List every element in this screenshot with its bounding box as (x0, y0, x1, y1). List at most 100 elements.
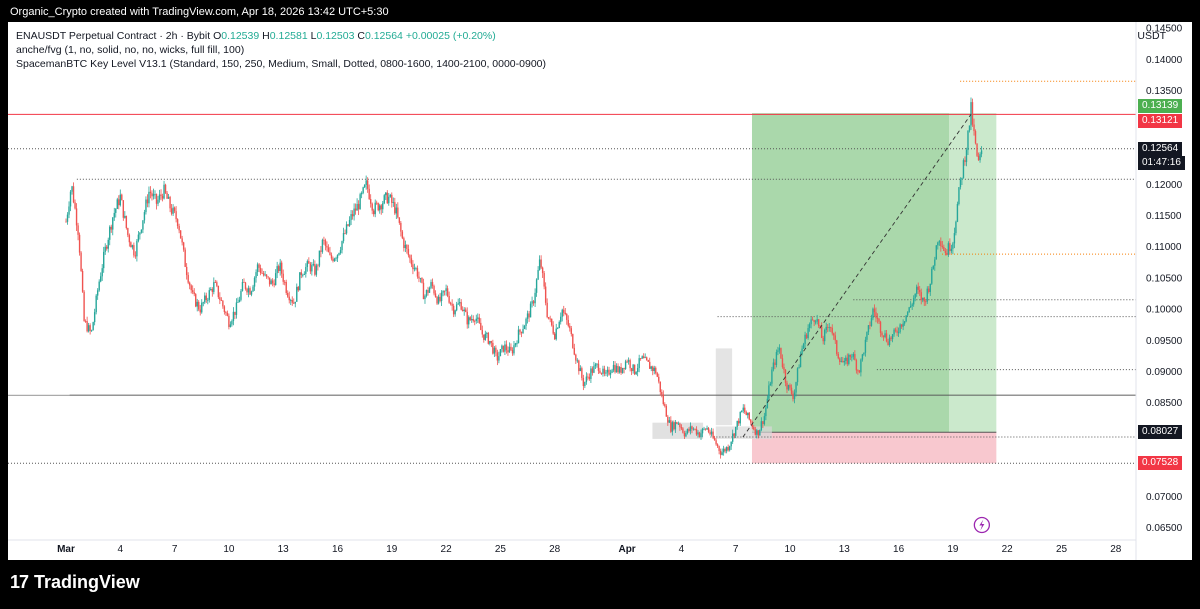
candle-body (914, 293, 916, 299)
candle-body (342, 233, 345, 242)
tradingview-brand: TradingView (34, 572, 140, 592)
candle-body (380, 205, 382, 210)
candle-body (208, 290, 210, 300)
candle-body (588, 376, 591, 379)
candle-body (596, 363, 598, 365)
symbol-legend[interactable]: ENAUSDT Perpetual Contract · 2h · Bybit … (16, 30, 496, 42)
candle-body (205, 295, 207, 301)
candle-body (552, 325, 554, 334)
candle-body (897, 332, 900, 334)
chart-panel[interactable]: 0.145000.140000.135000.130000.125000.120… (8, 22, 1192, 560)
candle-body (400, 222, 402, 232)
candle-body (371, 203, 373, 211)
candle-body (661, 392, 663, 395)
candle-body (107, 239, 109, 249)
indicator-legend-keylevels[interactable]: SpacemanBTC Key Level V13.1 (Standard, 1… (16, 58, 546, 70)
candle-body (934, 259, 936, 266)
candle-body (154, 193, 156, 195)
price-tick-label: 0.09500 (1146, 336, 1183, 347)
candle-body (547, 317, 550, 319)
trend-line (742, 114, 972, 438)
candle-body (128, 235, 131, 243)
candle-body (540, 259, 542, 268)
candle-body (890, 337, 892, 340)
indicator-legend-fvg[interactable]: anche/fvg (1, no, solid, no, no, wicks, … (16, 44, 245, 56)
price-tick-label: 0.14000 (1146, 55, 1183, 66)
candle-body (849, 354, 852, 357)
candle-body (872, 308, 874, 319)
candle-body (96, 290, 99, 296)
candle-body (320, 250, 322, 252)
candle-body (297, 286, 299, 291)
candle-body (484, 333, 487, 340)
tradingview-logo[interactable]: 17 TradingView (10, 572, 140, 593)
candle-body (300, 272, 302, 275)
candle-body (169, 196, 171, 209)
price-tick-label: 0.11000 (1146, 242, 1182, 253)
candle-body (155, 193, 158, 204)
candle-body (356, 203, 358, 211)
candle-body (925, 301, 927, 303)
candle-body (241, 282, 244, 291)
candle-body (238, 299, 241, 303)
candle-body (522, 329, 524, 334)
candle-body (99, 276, 102, 282)
candlestick-chart[interactable]: 0.145000.140000.135000.130000.125000.120… (8, 22, 1192, 560)
candle-body (213, 282, 215, 292)
candle-body (192, 290, 194, 293)
candle-body (454, 310, 456, 315)
candle-body (941, 246, 944, 247)
candle-body (279, 262, 281, 271)
candle-body (787, 384, 790, 390)
candle-body (724, 448, 726, 452)
candle-body (876, 317, 879, 319)
candle-body (831, 327, 833, 334)
candle-body (122, 200, 125, 218)
candle-body (457, 303, 459, 305)
candle-body (274, 273, 277, 286)
low-value: 0.12503 (316, 30, 355, 42)
candle-body (609, 372, 612, 375)
candle-body (451, 303, 453, 306)
candle-body (392, 202, 395, 203)
candle-body (659, 381, 661, 393)
candle-body (134, 255, 137, 257)
candle-body (333, 258, 336, 262)
candle-body (312, 263, 315, 266)
candle-body (600, 373, 603, 374)
lightning-icon-ring (973, 516, 991, 534)
candle-body (736, 420, 738, 427)
candle-body (499, 349, 502, 357)
time-tick-label: Mar (57, 544, 75, 555)
low-key: L (310, 30, 317, 42)
time-tick-label: 13 (839, 544, 851, 555)
candle-body (935, 245, 938, 260)
candle-body (709, 431, 711, 435)
candle-body (176, 219, 179, 226)
candle-body (584, 382, 586, 386)
candle-body (252, 286, 254, 292)
candle-body (816, 319, 818, 322)
currency-label[interactable]: USDT (1137, 30, 1166, 42)
candle-body (857, 370, 859, 372)
candle-body (505, 344, 508, 351)
candle-body (309, 263, 312, 272)
time-tick-label: 16 (893, 544, 905, 555)
candle-body (608, 369, 610, 375)
candle-body (75, 208, 78, 226)
price-tick-label: 0.10500 (1146, 273, 1183, 284)
candle-body (475, 318, 477, 321)
candle-body (228, 315, 230, 328)
candle-body (881, 332, 883, 336)
candle-body (424, 295, 426, 300)
candle-body (814, 321, 817, 323)
candle-body (513, 345, 515, 354)
candle-body (80, 252, 82, 271)
candle-body (507, 350, 509, 353)
time-tick-label: 4 (118, 544, 124, 555)
candle-body (258, 264, 260, 268)
candle-body (646, 357, 648, 361)
candle-body (235, 302, 238, 315)
candle-body (109, 226, 111, 240)
candle-body (220, 299, 223, 301)
